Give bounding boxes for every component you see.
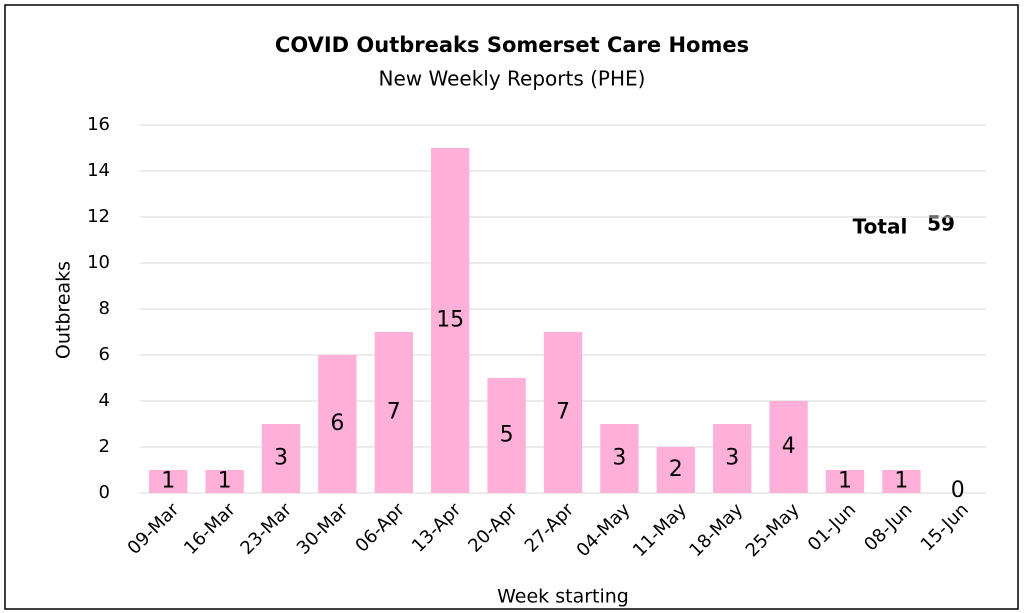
y-tick-label: 16 [87,114,110,135]
data-label: 15 [436,308,464,333]
data-label: 7 [556,400,570,425]
data-label: 3 [612,446,626,471]
bar [261,424,301,493]
data-label: 1 [161,469,175,494]
bar [205,470,244,493]
bar [374,332,413,493]
bar [600,424,639,493]
y-tick-label: 10 [87,252,110,273]
data-label: 3 [274,446,288,471]
bar [769,401,808,493]
x-axis-label: Week starting [497,586,629,608]
y-axis-label: Outbreaks [53,261,75,359]
data-label: 1 [894,469,908,494]
data-label: 2 [669,457,683,482]
y-tick-label: 2 [99,436,110,457]
chart-subtitle: New Weekly Reports (PHE) [379,67,646,91]
bar [543,332,583,493]
data-label: 4 [782,434,796,459]
data-label: 5 [500,423,514,448]
bar [431,148,470,493]
bar [149,470,188,493]
y-tick-label: 8 [99,298,110,319]
chart-title: COVID Outbreaks Somerset Care Homes [275,33,749,57]
y-tick-label: 14 [87,160,110,181]
bar [713,424,752,493]
data-label: 7 [387,400,401,425]
data-label: 0 [951,478,965,503]
bar [656,447,695,493]
bar [882,470,921,493]
bar [825,470,865,493]
bar [487,378,526,493]
chart-border [4,4,1019,610]
y-tick-label: 0 [99,482,110,503]
data-label: 3 [725,446,739,471]
total-label: Total [853,215,908,239]
data-label: 1 [838,469,852,494]
y-tick-label: 4 [99,390,110,411]
bar [318,355,357,493]
data-label: 1 [218,469,232,494]
total-value: 59 [927,212,955,236]
y-tick-label: 6 [99,344,110,365]
y-tick-label: 12 [87,206,110,227]
data-label: 6 [330,411,344,436]
